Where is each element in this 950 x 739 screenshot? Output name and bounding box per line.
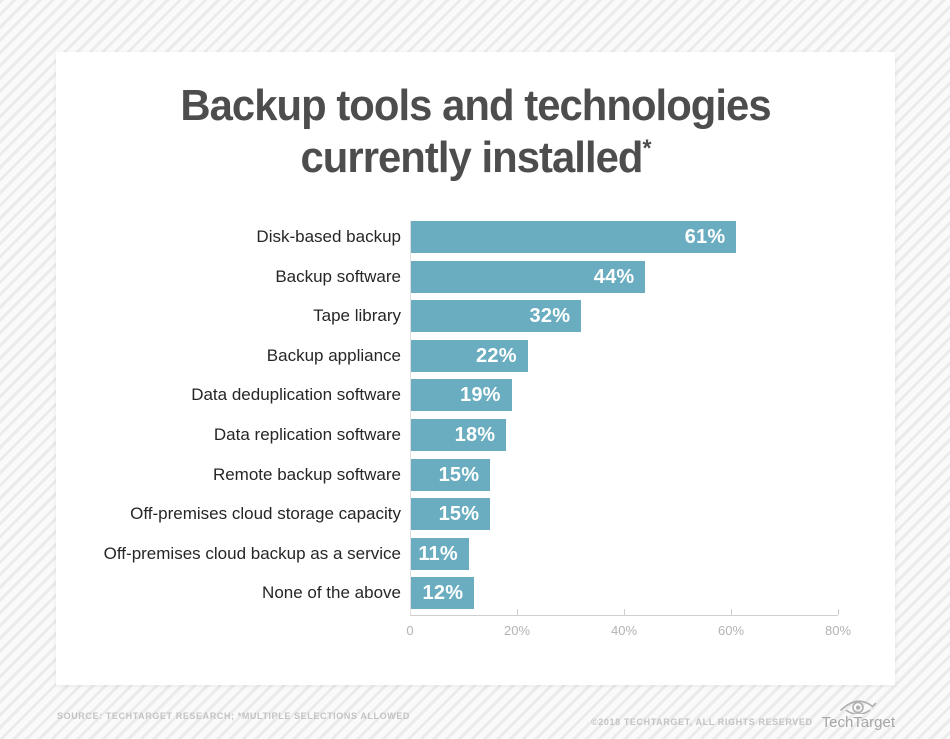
category-label: Off-premises cloud backup as a service [103, 543, 401, 563]
bar-track: 22% [410, 339, 838, 372]
chart-row: Tape library 32% [56, 300, 895, 333]
bar-value-label: 22% [476, 344, 517, 367]
category-label: Remote backup software [212, 464, 401, 484]
category-label: Data deduplication software [191, 385, 401, 405]
x-axis-tick [517, 609, 518, 615]
bar-track: 44% [410, 260, 838, 293]
bar-track: 11% [410, 537, 838, 570]
bar-value-label: 19% [460, 384, 501, 407]
bar-track: 12% [410, 577, 838, 610]
bar: 44% [410, 260, 646, 293]
bar: 32% [410, 300, 582, 333]
bar: 15% [410, 498, 491, 531]
x-axis-tick-label: 20% [503, 623, 531, 638]
bar: 19% [410, 379, 512, 412]
chart-row: Data deduplication software 19% [56, 379, 895, 412]
category-label: Off-premises cloud storage capacity [130, 504, 401, 524]
category-label: Backup appliance [266, 345, 401, 365]
chart-title-line2: currently installed [300, 133, 643, 182]
chart-card: Backup tools and technologies currently … [56, 52, 895, 685]
bar-value-label: 15% [438, 503, 480, 526]
source-note: SOURCE: TECHTARGET RESEARCH; *MULTIPLE S… [57, 711, 411, 721]
bar-track: 15% [410, 458, 838, 491]
x-axis-tick [838, 609, 839, 615]
bar-value-label: 18% [454, 423, 496, 446]
bar-track: 32% [410, 300, 838, 333]
chart-row: None of the above 12% [56, 577, 895, 610]
chart-row: Disk-based backup 61% [56, 221, 895, 253]
eye-icon [840, 700, 877, 714]
bar: 22% [410, 339, 528, 372]
chart-row: Backup software 44% [56, 260, 895, 293]
chart-row: Data replication software 18% [56, 418, 895, 451]
x-axis-tick-label: 0 [406, 623, 414, 638]
bar-track: 61% [410, 221, 838, 253]
x-axis-tick-label: 60% [717, 623, 745, 638]
bar-chart: Disk-based backup 61% Backup software 44% Ta… [56, 221, 895, 638]
bar-value-label: 11% [418, 542, 458, 565]
bar-track: 18% [410, 418, 838, 451]
chart-row: Off-premises cloud storage capacity 15% [56, 498, 895, 531]
footer-right: ©2018 TECHTARGET, ALL RIGHTS RESERVED Te… [591, 697, 895, 730]
category-label: Data replication software [213, 424, 401, 444]
category-label: Disk-based backup [256, 227, 401, 246]
footnote-asterisk: * [642, 135, 652, 162]
chart-rows: Disk-based backup 61% Backup software 44% Ta… [56, 221, 895, 610]
bar: 61% [410, 221, 737, 253]
x-axis-tick [731, 609, 732, 615]
copyright-text: ©2018 TECHTARGET, ALL RIGHTS RESERVED [591, 717, 813, 727]
chart-row: Remote backup software 15% [56, 458, 895, 491]
chart-title-line1: Backup tools and technologies [180, 81, 771, 130]
bar-value-label: 15% [438, 463, 480, 486]
bar: 15% [410, 458, 491, 491]
bar-value-label: 44% [593, 265, 635, 288]
category-label: Backup software [275, 266, 401, 286]
bar-track: 15% [410, 498, 838, 531]
chart-title: Backup tools and technologies currently … [77, 52, 874, 182]
bar-value-label: 61% [684, 226, 726, 248]
bar: 18% [410, 418, 507, 451]
y-axis-line [410, 221, 411, 616]
category-label: Tape library [313, 306, 401, 326]
x-axis-tick-label: 80% [824, 623, 852, 638]
bar-track: 19% [410, 379, 838, 412]
bar-value-label: 32% [529, 305, 571, 328]
x-axis-line [410, 615, 838, 616]
bar: 11% [410, 537, 469, 570]
chart-row: Off-premises cloud backup as a service 11… [56, 537, 895, 570]
x-axis-tick [624, 609, 625, 615]
chart-row: Backup appliance 22% [56, 339, 895, 372]
bar-value-label: 12% [422, 582, 464, 605]
bar: 12% [410, 577, 475, 610]
techtarget-logo: TechTarget [822, 697, 895, 730]
logo-wordmark: TechTarget [821, 714, 895, 731]
x-axis-tick-label: 40% [610, 623, 638, 638]
category-label: None of the above [262, 583, 401, 603]
